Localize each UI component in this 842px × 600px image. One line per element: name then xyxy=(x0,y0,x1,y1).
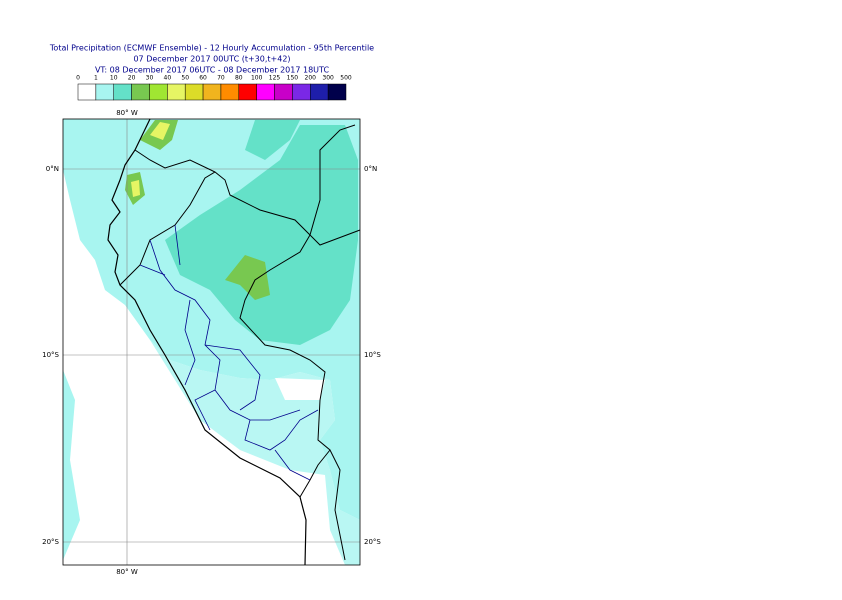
precip-area xyxy=(225,255,270,300)
legend-label: 100 xyxy=(251,75,263,82)
legend-label: 200 xyxy=(305,75,317,82)
legend-label: 300 xyxy=(322,75,334,82)
legend-label: 30 xyxy=(146,75,154,82)
lat-label: 20°S xyxy=(42,538,59,546)
precip-area xyxy=(245,120,300,160)
legend-swatch xyxy=(202,83,222,101)
legend-swatch xyxy=(327,83,347,101)
legend-swatch xyxy=(292,83,311,101)
legend-label: 40 xyxy=(164,75,172,82)
lon-label: 80° W xyxy=(116,109,138,117)
map-frame xyxy=(62,118,361,566)
precip-area xyxy=(131,180,140,197)
legend-label: 1 xyxy=(94,75,98,82)
legend-label: 60 xyxy=(199,75,207,82)
lat-label: 0°N xyxy=(364,165,377,173)
legend-swatch xyxy=(95,83,114,101)
lon-label: 80° W xyxy=(116,568,138,576)
title-line: VT: 08 December 2017 06UTC - 08 December… xyxy=(95,66,329,75)
legend-label: 500 xyxy=(340,75,352,82)
legend-label: 20 xyxy=(128,75,136,82)
legend-label: 50 xyxy=(181,75,189,82)
legend-swatch xyxy=(77,83,97,101)
legend-label: 10 xyxy=(110,75,118,82)
graticule xyxy=(63,119,360,565)
title-line: Total Precipitation (ECMWF Ensemble) - 1… xyxy=(49,44,374,53)
legend-label: 125 xyxy=(269,75,281,82)
legend-swatch xyxy=(131,83,150,101)
lat-label: 10°S xyxy=(42,351,59,359)
legend-swatch xyxy=(167,83,186,101)
legend-label: 0 xyxy=(76,75,80,82)
region-border xyxy=(139,224,319,481)
legend-label: 70 xyxy=(217,75,225,82)
legend-label: 80 xyxy=(235,75,243,82)
legend-swatch xyxy=(310,83,329,101)
precip-area xyxy=(150,122,170,140)
title-line: 07 December 2017 00UTC (t+30,t+42) xyxy=(133,55,290,64)
lat-label: 0°N xyxy=(46,165,59,173)
legend-swatch xyxy=(149,83,168,101)
legend-swatch xyxy=(274,83,293,101)
precip-area xyxy=(165,125,358,345)
lat-label: 20°S xyxy=(364,538,381,546)
country-border xyxy=(119,124,361,561)
lat-label: 10°S xyxy=(364,351,381,359)
legend-swatch xyxy=(238,83,257,101)
legend-label: 150 xyxy=(287,75,299,82)
legend-swatch xyxy=(113,83,132,101)
legend-swatch xyxy=(256,83,275,101)
map: 80° W 80° W 0°N 10°S 20°S 0°N 10°S 20°S xyxy=(42,109,381,576)
dry-area xyxy=(275,378,325,400)
legend: 0 1 10 20 30 40 50 60 70 80 100 125 150 200 300 500 xyxy=(76,75,352,101)
legend-swatch xyxy=(184,83,204,101)
legend-swatch xyxy=(220,83,240,101)
precip-area xyxy=(63,370,80,560)
